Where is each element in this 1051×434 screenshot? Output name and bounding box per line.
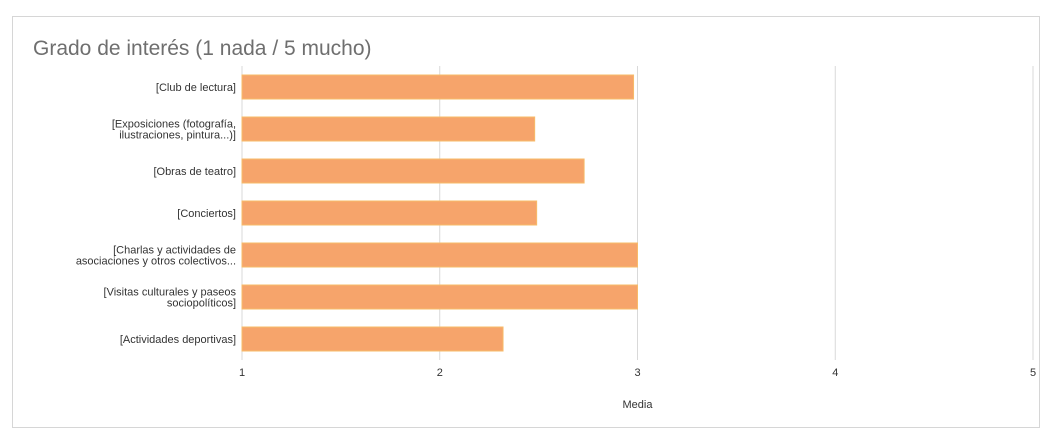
category-label: [Charlas y actividades de xyxy=(113,245,236,257)
bar xyxy=(241,116,536,142)
category-label: [Obras de teatro] xyxy=(153,166,236,178)
category-label: ilustraciones, pintura...)] xyxy=(119,130,236,142)
category-label: sociopolíticos] xyxy=(167,298,236,310)
bar xyxy=(241,284,638,310)
category-label: [Visitas culturales y paseos xyxy=(104,287,237,299)
bar xyxy=(241,326,504,352)
x-tick-label: 4 xyxy=(832,367,838,379)
category-label: [Actividades deportivas] xyxy=(120,334,236,346)
category-label: [Exposiciones (fotografía, xyxy=(112,119,236,131)
bar xyxy=(241,200,538,226)
category-label: asociaciones y otros colectivos... xyxy=(76,256,236,268)
x-tick-label: 5 xyxy=(1030,367,1036,379)
x-axis-title: Media xyxy=(623,399,654,411)
x-tick-label: 3 xyxy=(634,367,640,379)
bar xyxy=(241,158,585,184)
bar xyxy=(241,242,638,268)
bar xyxy=(241,74,635,100)
chart-title: Grado de interés (1 nada / 5 mucho) xyxy=(33,37,372,60)
category-label: [Club de lectura] xyxy=(156,82,236,94)
x-tick-label: 1 xyxy=(239,367,245,379)
category-label: [Conciertos] xyxy=(177,208,236,220)
x-tick-label: 2 xyxy=(437,367,443,379)
